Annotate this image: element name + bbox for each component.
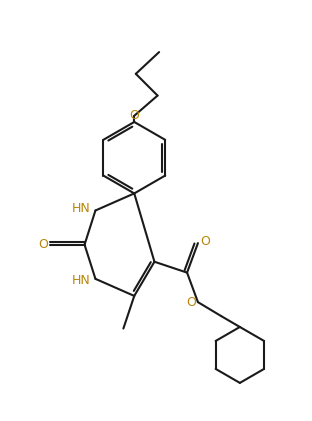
Text: HN: HN xyxy=(72,274,91,287)
Text: HN: HN xyxy=(72,203,91,216)
Text: O: O xyxy=(186,296,196,309)
Text: O: O xyxy=(39,238,48,251)
Text: O: O xyxy=(129,109,139,122)
Text: O: O xyxy=(200,235,210,248)
